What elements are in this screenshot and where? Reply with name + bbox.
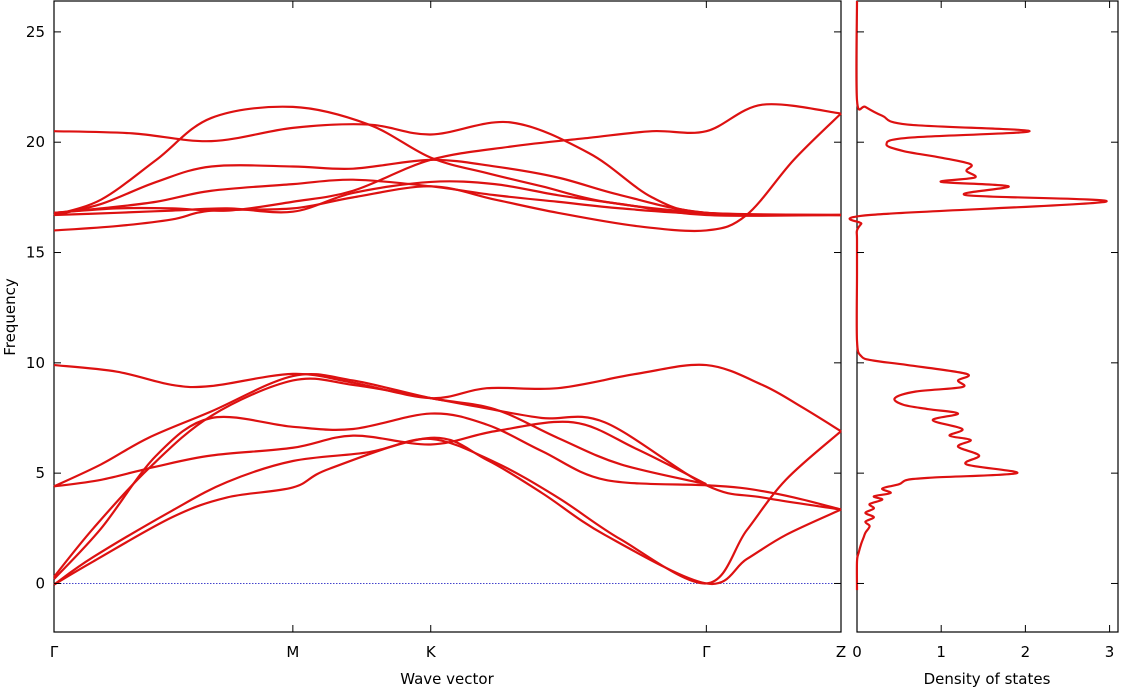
dispersion-y-ticks: 0 5 10 15 20 25 [26, 23, 841, 592]
dispersion-y-tick-label: 5 [35, 464, 45, 482]
high-symmetry-point-label: Z [836, 643, 846, 661]
dos-x-tick-label: 2 [1021, 643, 1031, 661]
dos-plot-frame [856, 0, 1119, 633]
phonon-band-12 [53, 158, 842, 217]
dispersion-y-axis-label: Frequency [1, 278, 19, 356]
dos-curves [848, 0, 1108, 591]
dispersion-y-tick-label: 20 [26, 133, 45, 151]
dos-x-ticks: 0 1 2 3 [852, 1, 1114, 661]
dos-y-ticks [857, 31, 1118, 584]
dos-x-tick-label: 0 [852, 643, 862, 661]
phonon-band-10 [53, 120, 842, 217]
dispersion-plot-frame [53, 0, 842, 633]
dos-x-axis-label: Density of states [924, 670, 1051, 688]
phonon-band-5 [53, 420, 707, 488]
phonon-band-4 [53, 377, 842, 578]
dispersion-x-axis-label: Wave vector [400, 670, 494, 688]
phonon-band-1 [53, 436, 842, 586]
dispersion-panel: 0 5 10 15 20 25 Γ M K Γ Z Wave vector Frequency [1, 0, 846, 688]
phonon-band-7 [53, 363, 842, 433]
high-symmetry-point-label: K [426, 643, 437, 661]
phonon-band-2 [53, 430, 842, 586]
phonon-band-6 [53, 372, 707, 488]
high-symmetry-point-label: M [286, 643, 299, 661]
dos-curve-1 [848, 0, 1108, 591]
dispersion-y-tick-label: 25 [26, 23, 45, 41]
high-symmetry-point-label: Γ [702, 643, 711, 661]
dos-x-tick-label: 1 [936, 643, 946, 661]
dos-panel: 0 1 2 3 Density of states [848, 0, 1119, 688]
dispersion-y-tick-label: 15 [26, 244, 45, 262]
phonon-band-13 [53, 178, 842, 217]
phonon-band-3 [53, 412, 842, 580]
phonon-band-14 [53, 180, 842, 217]
phonon-band-9 [53, 103, 842, 214]
high-symmetry-point-label: Γ [50, 643, 59, 661]
dispersion-y-tick-label: 0 [35, 574, 45, 592]
dispersion-bands [53, 103, 842, 586]
dos-x-tick-label: 3 [1105, 643, 1115, 661]
dispersion-y-tick-label: 10 [26, 354, 45, 372]
